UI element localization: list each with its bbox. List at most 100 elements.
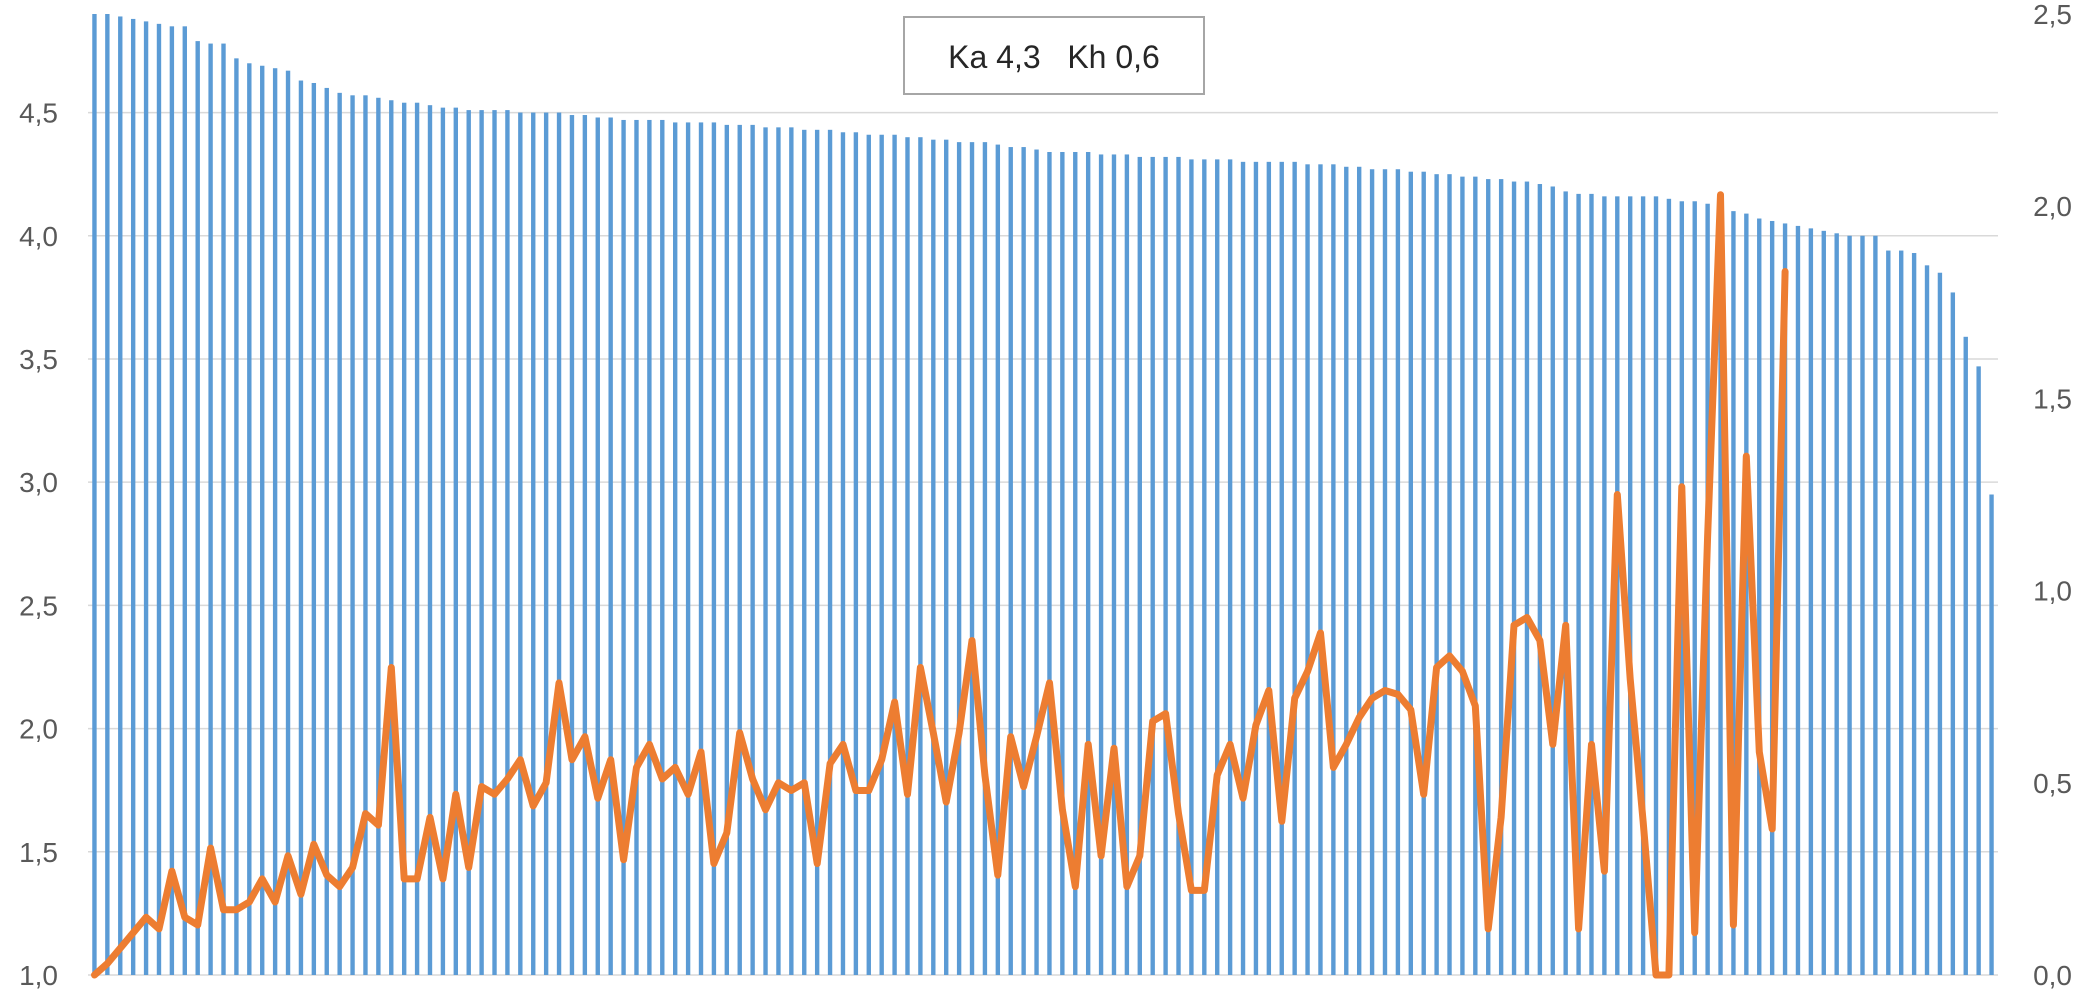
bar	[854, 132, 858, 975]
bar	[763, 127, 767, 975]
left-tick-label: 1,0	[19, 960, 58, 989]
bar	[1396, 169, 1400, 975]
bar	[789, 127, 793, 975]
left-tick-label: 4,0	[19, 221, 58, 252]
bar	[879, 135, 883, 975]
left-tick-label: 2,5	[19, 590, 58, 621]
bar	[325, 88, 329, 975]
bar	[1925, 265, 1929, 975]
bar	[131, 19, 135, 975]
bar	[1834, 233, 1838, 975]
bar	[260, 66, 264, 975]
left-tick-label: 2,0	[19, 714, 58, 745]
bar	[1409, 172, 1413, 975]
bar	[905, 137, 909, 975]
bar	[441, 108, 445, 975]
bar	[750, 125, 754, 975]
bar	[1460, 177, 1464, 975]
bar	[1151, 157, 1155, 975]
bar	[234, 58, 238, 975]
bar	[1383, 169, 1387, 975]
bar	[1021, 147, 1025, 975]
bar	[570, 115, 574, 975]
bar	[1589, 194, 1593, 975]
bar	[1757, 219, 1761, 975]
bar	[183, 26, 187, 975]
bar	[802, 130, 806, 975]
bar	[1422, 172, 1426, 975]
bar	[1060, 152, 1064, 975]
left-tick-label: 3,5	[19, 344, 58, 375]
right-tick-label: 2,0	[2033, 191, 2072, 222]
bar	[1009, 147, 1013, 975]
bar	[428, 105, 432, 975]
bar	[1964, 337, 1968, 975]
bar	[1447, 174, 1451, 975]
bar	[479, 110, 483, 975]
bar	[286, 71, 290, 975]
bar	[1305, 164, 1309, 975]
bar	[673, 122, 677, 975]
bar	[1331, 164, 1335, 975]
bar	[1357, 167, 1361, 975]
bar	[1344, 167, 1348, 975]
bar	[1254, 162, 1258, 975]
bar	[1434, 174, 1438, 975]
bar	[118, 16, 122, 975]
left-tick-label: 1,5	[19, 837, 58, 868]
bar	[931, 140, 935, 975]
bar	[1822, 231, 1826, 975]
bar	[1886, 251, 1890, 975]
bar	[1628, 196, 1632, 975]
bar	[1847, 236, 1851, 975]
left-tick-label: 3,0	[19, 467, 58, 498]
bar	[337, 93, 341, 975]
bar	[170, 26, 174, 975]
right-tick-label: 0,5	[2033, 768, 2072, 799]
bar	[1976, 366, 1980, 975]
bar	[1912, 253, 1916, 975]
annotation-label: Ka 4,3 Kh 0,6	[948, 39, 1160, 75]
bar	[634, 120, 638, 975]
bar	[273, 68, 277, 975]
bar	[660, 120, 664, 975]
bar	[1563, 191, 1567, 975]
bar	[1538, 184, 1542, 975]
bar	[1163, 157, 1167, 975]
bar	[389, 100, 393, 975]
gridlines	[88, 113, 1998, 975]
bar	[105, 14, 109, 975]
bar	[1873, 236, 1877, 975]
bar	[1370, 169, 1374, 975]
bar	[686, 122, 690, 975]
line-path	[95, 195, 1786, 975]
left-tick-label: 4,5	[19, 98, 58, 129]
bar	[544, 113, 548, 975]
bar	[1189, 159, 1193, 975]
bar	[776, 127, 780, 975]
bar	[1318, 164, 1322, 975]
bar	[867, 135, 871, 975]
bar	[1989, 495, 1993, 976]
bar	[1951, 292, 1955, 975]
right-tick-label: 1,0	[2033, 576, 2072, 607]
bar	[957, 142, 961, 975]
bar	[1551, 186, 1555, 975]
bar	[492, 110, 496, 975]
bar	[1267, 162, 1271, 975]
line-series	[94, 195, 1785, 976]
bar	[1215, 159, 1219, 975]
bar	[454, 108, 458, 975]
bar	[970, 142, 974, 975]
bar	[608, 117, 612, 975]
bar	[1796, 226, 1800, 975]
bar	[1047, 152, 1051, 975]
bar	[505, 110, 509, 975]
bar	[725, 125, 729, 975]
bar	[892, 135, 896, 975]
bar	[918, 137, 922, 975]
bar	[738, 125, 742, 975]
bar	[1086, 152, 1090, 975]
